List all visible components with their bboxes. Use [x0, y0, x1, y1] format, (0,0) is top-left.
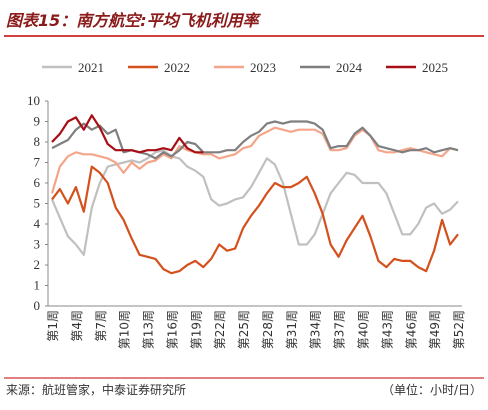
- x-tick-label: 第31周: [285, 310, 299, 349]
- x-tick-label: 第34周: [309, 310, 323, 349]
- x-tick-label: 第49周: [428, 310, 442, 349]
- y-tick-label: 7: [34, 155, 41, 170]
- legend-label: 2021: [78, 60, 104, 75]
- y-tick-label: 9: [34, 114, 41, 129]
- series-line: [50, 126, 459, 194]
- x-tick-label: 第16周: [165, 310, 179, 349]
- legend-label: 2024: [336, 60, 363, 75]
- y-tick-label: 10: [27, 93, 40, 108]
- series-line: [51, 114, 204, 154]
- x-tick-label: 第4周: [70, 310, 84, 342]
- x-tick-label: 第25周: [237, 310, 251, 349]
- y-tick-label: 3: [34, 237, 41, 252]
- x-tick-label: 第10周: [118, 310, 132, 349]
- y-tick-label: 0: [34, 298, 41, 313]
- chart-title: 图表15：南方航空:平均飞机利用率: [6, 11, 262, 30]
- x-tick-label: 第13周: [142, 310, 156, 349]
- x-tick-label: 第40周: [356, 310, 370, 349]
- series-line: [51, 120, 459, 160]
- x-tick-label: 第28周: [261, 310, 275, 349]
- y-tick-label: 2: [34, 257, 41, 272]
- x-tick-label: 第7周: [94, 310, 108, 342]
- legend-label: 2025: [422, 60, 448, 75]
- y-tick-label: 5: [34, 196, 41, 211]
- y-tick-label: 1: [34, 278, 41, 293]
- x-tick-label: 第1周: [46, 310, 60, 342]
- y-tick-label: 8: [34, 134, 41, 149]
- x-tick-label: 第22周: [213, 310, 227, 349]
- y-tick-label: 6: [34, 175, 41, 190]
- series-line: [51, 165, 459, 275]
- x-tick-label: 第43周: [380, 310, 394, 349]
- x-tick-label: 第46周: [404, 310, 418, 349]
- legend-label: 2022: [164, 60, 190, 75]
- series-line: [50, 149, 459, 256]
- x-tick-label: 第52周: [452, 310, 466, 349]
- y-tick-label: 4: [34, 216, 41, 231]
- source: 来源：航班管家，中泰证券研究所: [6, 382, 186, 397]
- unit: （单位：小时/日）: [382, 382, 482, 397]
- x-tick-label: 第37周: [333, 310, 347, 349]
- x-tick-label: 第19周: [189, 310, 203, 349]
- legend-label: 2023: [250, 60, 276, 75]
